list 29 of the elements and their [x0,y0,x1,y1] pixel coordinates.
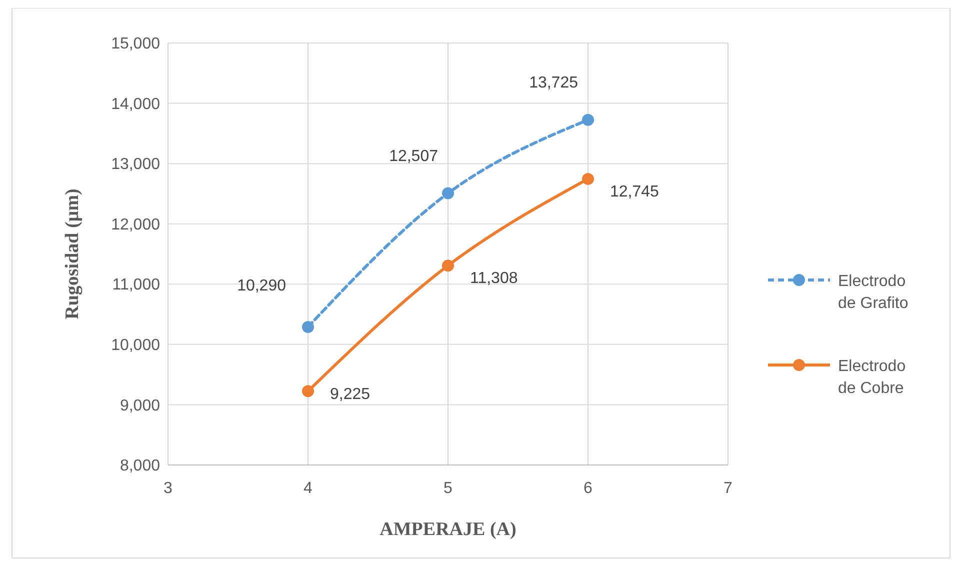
y-tick-label: 12,000 [111,216,160,234]
y-tick-label: 13,000 [111,156,160,174]
x-tick-label: 4 [304,480,313,497]
y-tick-label: 9,000 [120,397,160,414]
point [442,187,454,200]
x-tick-label: 6 [584,480,593,497]
y-tick-label: 15,000 [111,36,160,53]
y-tick-label: 8,000 [120,458,160,475]
data-label: 12,745 [610,184,660,201]
x-axis-title: AMPERAJE (A) [380,519,516,540]
x-tick-label: 5 [444,480,453,497]
x-tick-label: 7 [724,480,733,497]
y-tick-label: 14,000 [111,96,160,113]
data-label: 10,290 [237,278,286,295]
x-tick-label: 3 [164,480,173,497]
y-axis-title: Rugosidad (µm) [62,188,83,320]
point [302,320,314,333]
point [302,385,314,398]
legend-label: Electrodo de Cobre [838,358,906,397]
y-tick-label: 10,000 [111,337,160,354]
data-label: 9,225 [330,386,370,403]
data-label: 13,725 [529,74,578,92]
data-label: 12,507 [389,148,438,165]
point [582,172,594,185]
point [582,114,594,126]
y-tick-label: 11,000 [112,276,160,294]
point [442,260,454,272]
data-label: 11,308 [470,270,518,288]
legend-label: Electrodo de Grafito [838,273,908,312]
